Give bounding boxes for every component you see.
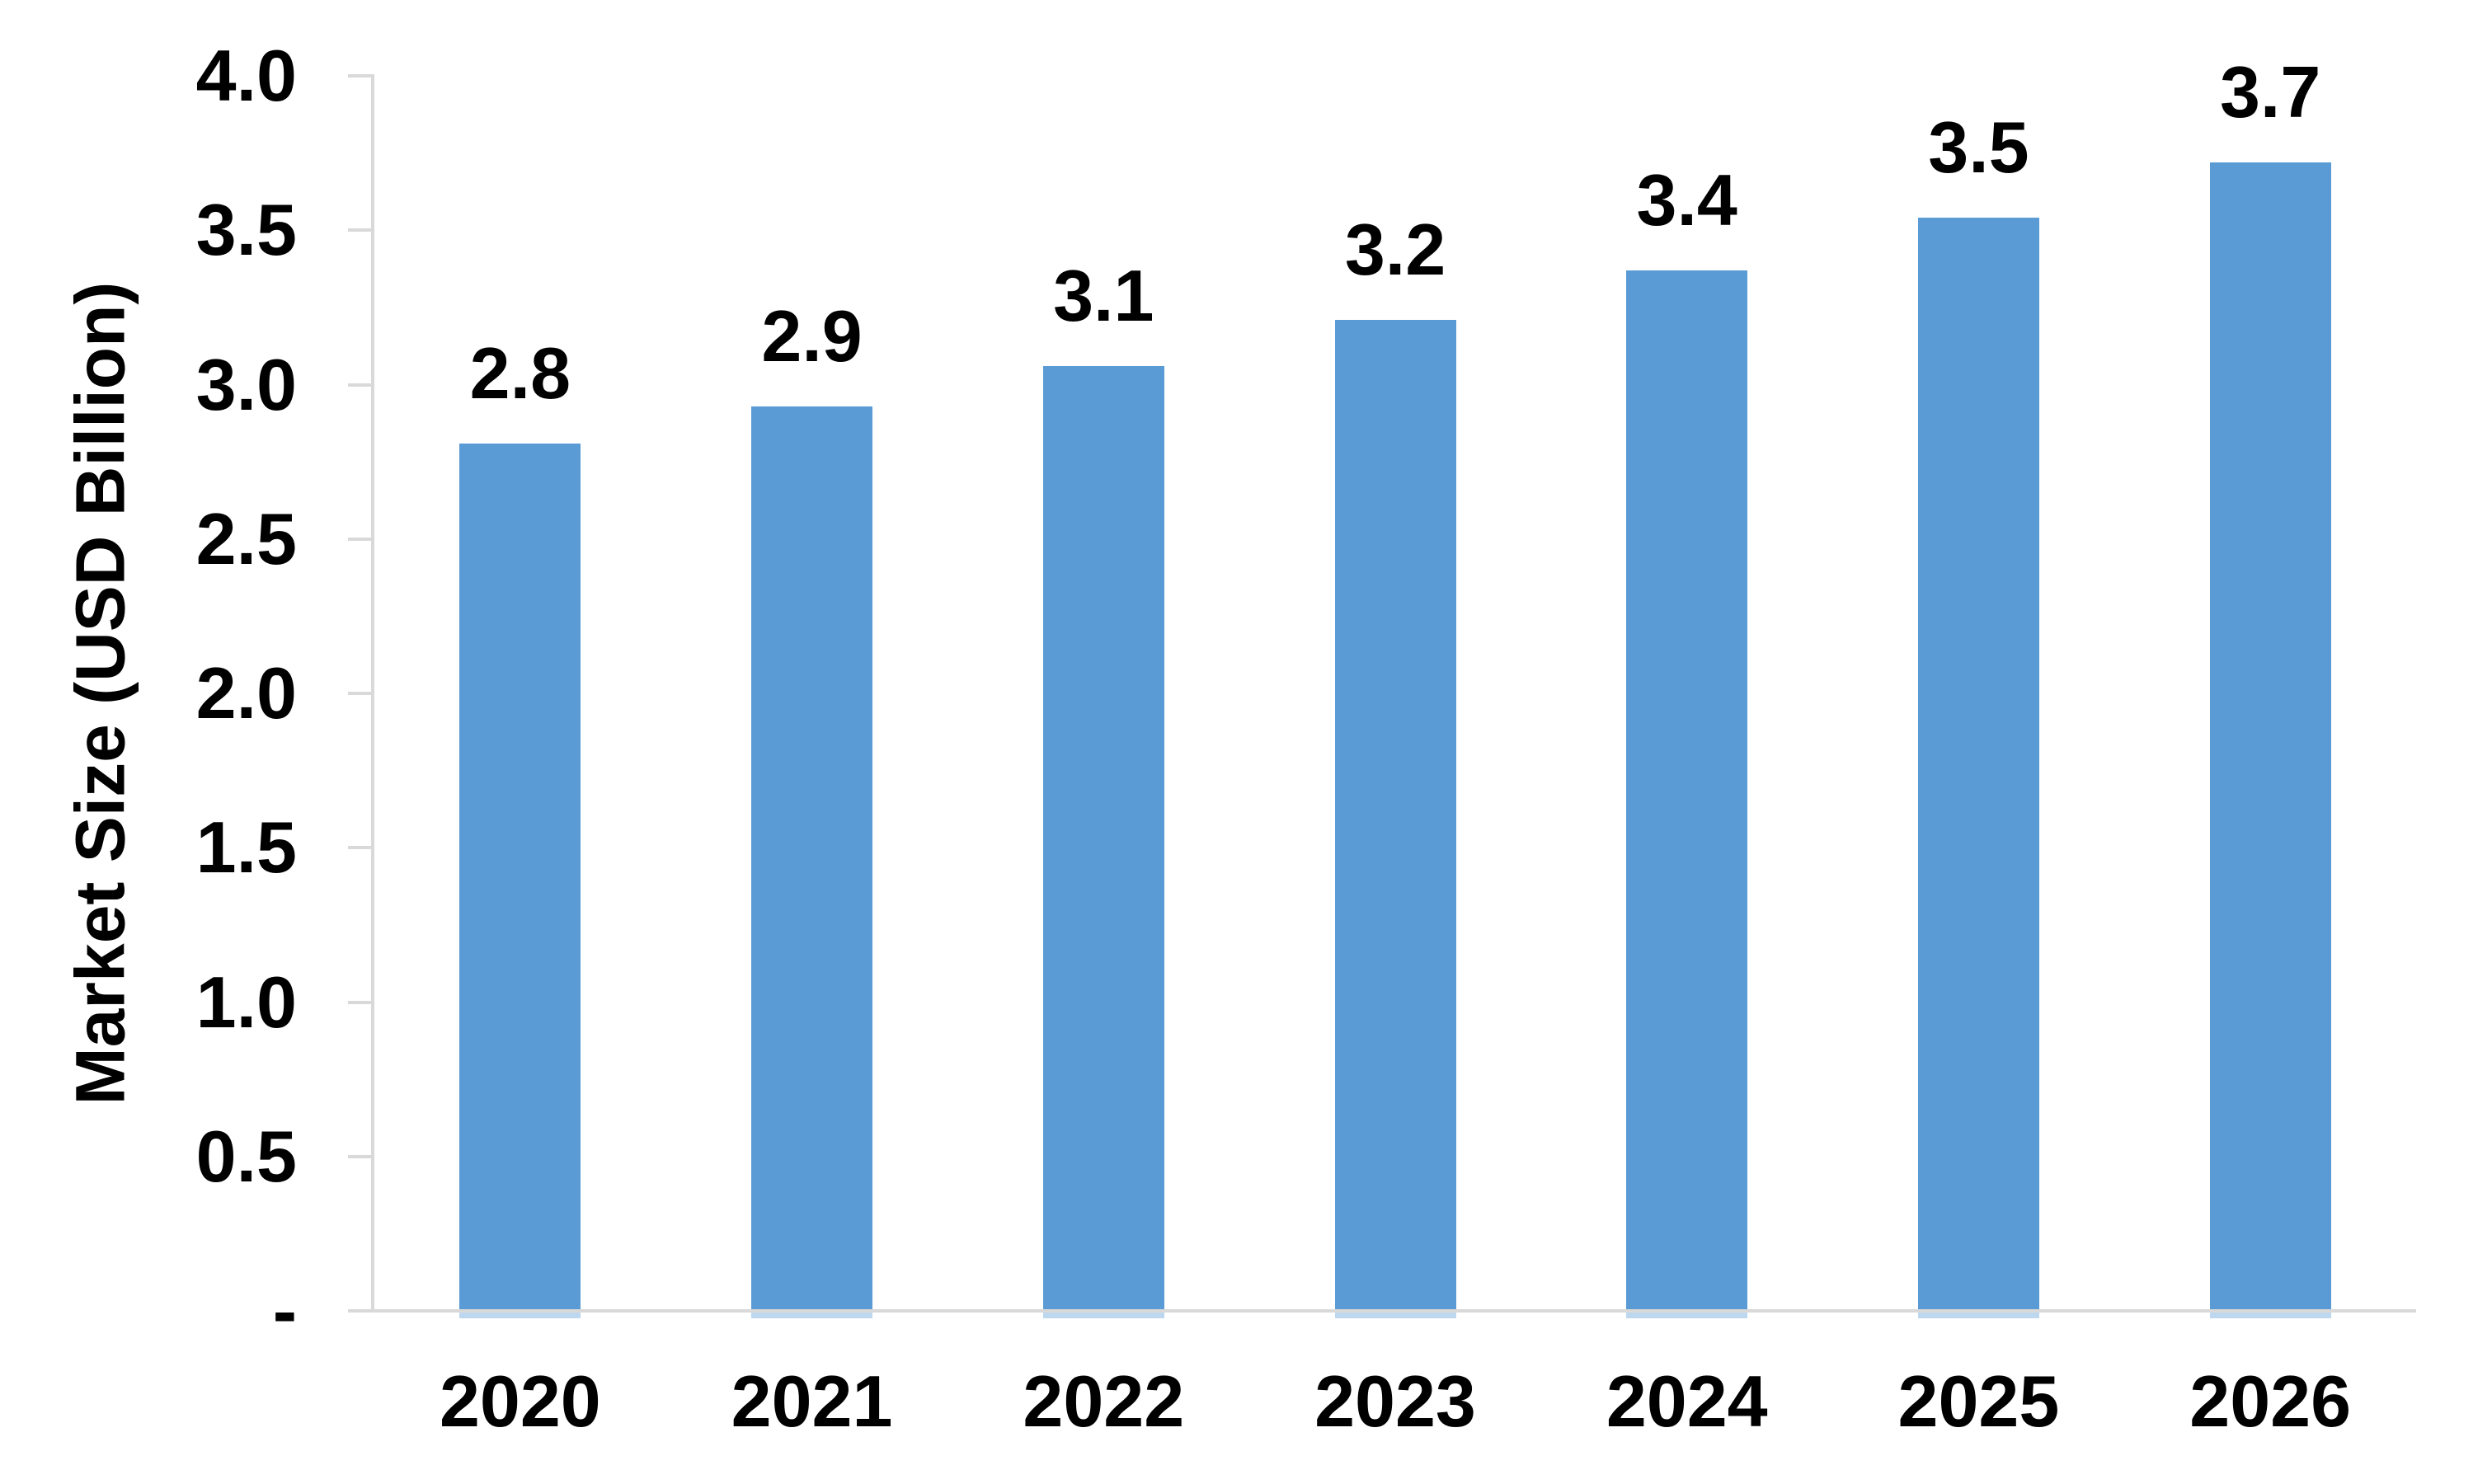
bar-underline bbox=[751, 1313, 873, 1318]
y-tick-mark bbox=[348, 74, 374, 77]
y-tick-mark bbox=[348, 846, 374, 850]
bar-underline bbox=[459, 1313, 581, 1318]
bar-underline bbox=[1334, 1313, 1456, 1318]
bar-underline bbox=[1042, 1313, 1164, 1318]
y-tick-label: 3.5 bbox=[195, 189, 297, 271]
bar-value-label: 2.8 bbox=[469, 331, 571, 414]
y-tick-mark bbox=[348, 537, 374, 541]
y-tick-mark bbox=[348, 1000, 374, 1004]
bar-value-label: 3.5 bbox=[1928, 106, 2029, 189]
bar bbox=[1917, 218, 2039, 1311]
y-tick-label: 1.0 bbox=[195, 960, 297, 1043]
x-category-label: 2022 bbox=[1023, 1360, 1185, 1442]
bar-value-label: 3.7 bbox=[2219, 50, 2321, 133]
x-axis-line bbox=[348, 1309, 2416, 1313]
x-category-label: 2023 bbox=[1314, 1360, 1476, 1442]
bar-underline bbox=[1917, 1313, 2039, 1318]
bar bbox=[1042, 366, 1164, 1311]
x-category-label: 2025 bbox=[1897, 1360, 2060, 1442]
bar bbox=[459, 443, 581, 1311]
x-category-label: 2021 bbox=[731, 1360, 893, 1442]
y-tick-label: 4.0 bbox=[195, 35, 297, 116]
y-tick-label: 0.5 bbox=[195, 1115, 297, 1197]
bar-value-label: 3.2 bbox=[1344, 208, 1446, 290]
y-tick-mark bbox=[348, 692, 374, 695]
bar-value-label: 3.4 bbox=[1636, 158, 1737, 241]
y-tick-mark bbox=[348, 383, 374, 387]
x-category-label: 2024 bbox=[1606, 1360, 1768, 1442]
bar bbox=[1626, 270, 1748, 1311]
y-tick-mark bbox=[348, 228, 374, 232]
y-tick-label: 2.0 bbox=[195, 652, 297, 734]
x-category-label: 2026 bbox=[2189, 1360, 2352, 1442]
bar-value-label: 3.1 bbox=[1053, 255, 1154, 337]
bar-underline bbox=[1626, 1313, 1748, 1318]
y-tick-label: 2.5 bbox=[195, 497, 297, 580]
y-tick-label: - bbox=[272, 1270, 297, 1351]
bar-underline bbox=[2209, 1313, 2331, 1318]
x-category-label: 2020 bbox=[439, 1360, 601, 1442]
bar bbox=[2209, 162, 2331, 1311]
bar-value-label: 2.9 bbox=[761, 294, 863, 377]
y-tick-label: 3.0 bbox=[195, 343, 297, 425]
y-tick-mark bbox=[348, 1154, 374, 1158]
bar bbox=[751, 406, 873, 1311]
y-tick-label: 1.5 bbox=[195, 806, 297, 889]
bar bbox=[1334, 319, 1456, 1311]
